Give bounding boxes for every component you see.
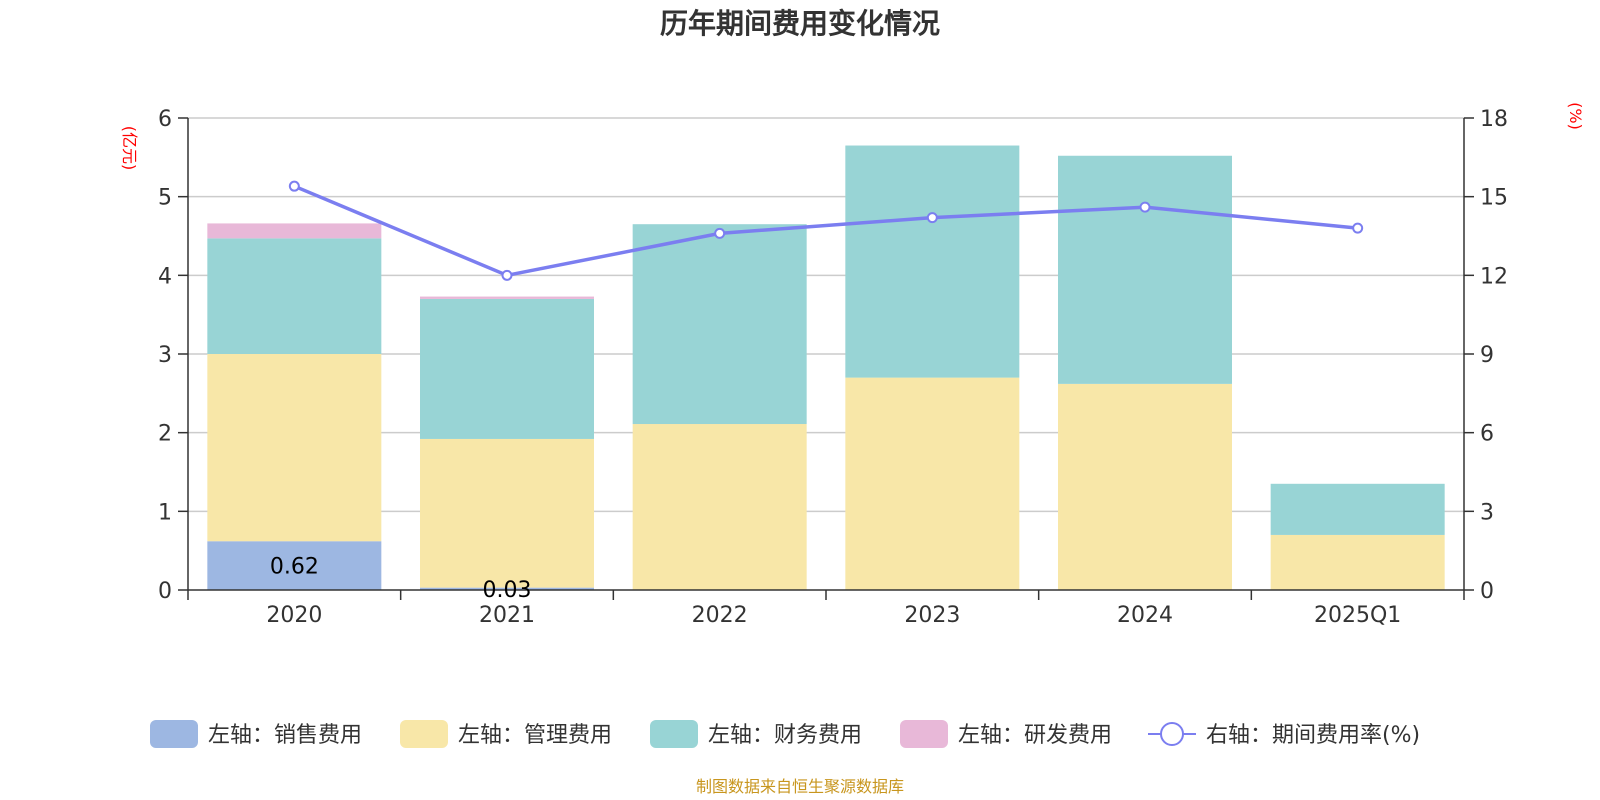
right-tick-label: 6 (1480, 422, 1494, 447)
bar-segment (1270, 534, 1445, 590)
left-axis-unit: (亿元) (120, 126, 139, 171)
x-tick-label: 2025Q1 (1314, 603, 1401, 628)
bar-segment (845, 377, 1020, 590)
gridlines (188, 117, 1464, 513)
right-tick-label: 15 (1480, 186, 1508, 211)
bar-segment (632, 424, 807, 590)
legend-label: 右轴：期间费用率(%) (1206, 723, 1420, 748)
rate-point (714, 227, 726, 239)
rate-point (501, 269, 513, 281)
bar-segment (1270, 483, 1445, 535)
bar-segment (1058, 383, 1232, 590)
right-tick-label: 18 (1480, 107, 1508, 132)
axes: 0 0 1 3 2 6 3 9 4 12 5 15 6 18 2020 2021 2022 2023 2024 202… (158, 107, 1508, 628)
legend-swatch (400, 720, 448, 748)
legend-swatch (900, 720, 948, 748)
right-tick-label: 12 (1480, 264, 1508, 289)
bar-segment (420, 298, 594, 439)
x-tick-label: 2021 (479, 603, 535, 628)
right-tick-label: 0 (1480, 579, 1494, 604)
bar-segment (207, 541, 382, 590)
right-tick-label: 9 (1480, 343, 1494, 368)
bar-segment (420, 438, 594, 588)
legend-swatch (650, 720, 698, 748)
bar-segment (420, 587, 594, 590)
x-tick-label: 2024 (1117, 603, 1173, 628)
source-note: 制图数据来自恒生聚源数据库 (696, 777, 904, 796)
left-tick-label: 4 (158, 264, 172, 289)
data-labels: 0.62 0.03 (270, 555, 532, 603)
legend: 左轴：销售费用 左轴：管理费用 左轴：财务费用 左轴：研发费用 右轴：期间费用率(%) (150, 720, 1420, 748)
legend-label: 左轴：销售费用 (208, 723, 362, 748)
bar-value-label: 0.03 (483, 578, 532, 603)
bar-segment (845, 145, 1020, 378)
left-tick-label: 6 (158, 107, 172, 132)
bar-segment (1058, 155, 1232, 384)
chart-title: 历年期间费用变化情况 (660, 7, 940, 40)
rate-line-path (293, 184, 1358, 278)
legend-label: 左轴：财务费用 (708, 723, 862, 748)
x-tick-label: 2022 (692, 603, 748, 628)
left-tick-label: 0 (158, 579, 172, 604)
bar-segment (207, 238, 382, 354)
legend-label: 左轴：研发费用 (958, 723, 1112, 748)
rate-point (288, 180, 300, 192)
bar-segment (632, 224, 807, 425)
bar-segment (420, 296, 594, 299)
legend-swatch (150, 720, 198, 748)
x-tick-label: 2023 (904, 603, 960, 628)
left-tick-label: 1 (158, 500, 172, 525)
left-tick-label: 5 (158, 186, 172, 211)
bar-value-label: 0.62 (270, 555, 319, 580)
rate-point (926, 212, 938, 224)
rate-point (1139, 201, 1151, 213)
bar-segment (207, 354, 382, 542)
rate-line (288, 180, 1364, 281)
bar-segment (207, 223, 382, 239)
rate-point (1352, 222, 1364, 234)
x-tick-label: 2020 (266, 603, 322, 628)
legend-line-marker (1160, 722, 1184, 746)
legend-label: 左轴：管理费用 (458, 723, 612, 748)
bars (207, 145, 1445, 590)
left-tick-label: 2 (158, 422, 172, 447)
right-axis-unit: (%) (1566, 102, 1585, 130)
left-tick-label: 3 (158, 343, 172, 368)
right-tick-label: 3 (1480, 500, 1494, 525)
